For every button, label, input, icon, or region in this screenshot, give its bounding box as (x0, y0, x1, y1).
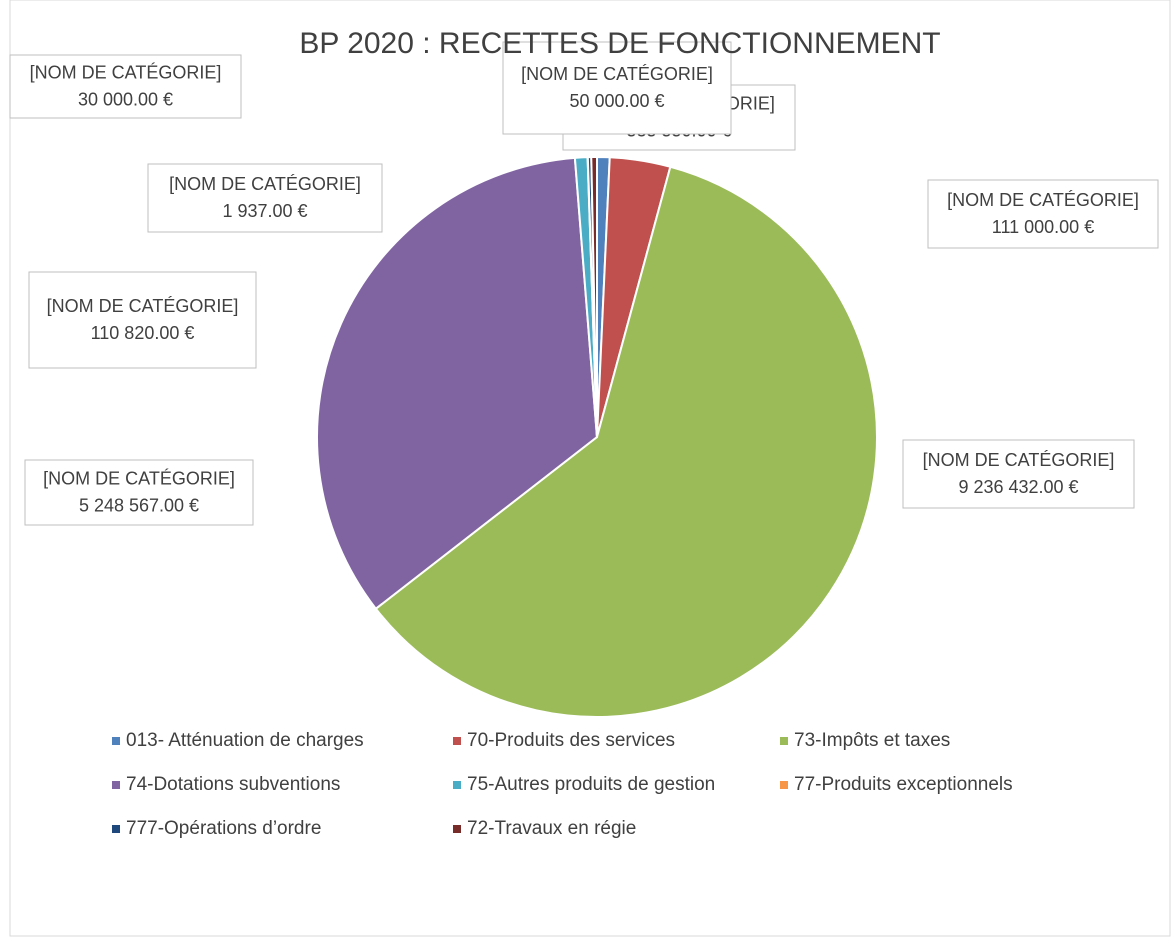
legend-label: 777-Opérations d’ordre (126, 818, 321, 839)
legend-swatch (780, 781, 788, 789)
data-labels: [NOM DE CATÉGORIE] 111 000.00 € [NOM DE CA… (9, 41, 1159, 526)
legend: 013- Atténuation de charges 70-Produits d… (112, 730, 1013, 839)
legend-swatch (453, 781, 461, 789)
legend-swatch (453, 825, 461, 833)
data-label-box (902, 439, 1135, 509)
data-label-box (502, 41, 732, 135)
legend-swatch (112, 737, 120, 745)
data-label-value: 111 000.00 € (992, 217, 1094, 237)
data-label-value: 5 248 567.00 € (79, 495, 199, 515)
legend-label: 74-Dotations subventions (126, 774, 340, 795)
data-label-value: 30 000.00 € (78, 89, 173, 109)
legend-label: 72-Travaux en régie (467, 818, 636, 839)
legend-swatch (453, 737, 461, 745)
data-label-box (28, 271, 257, 369)
data-label-name: [NOM DE CATÉGORIE] (923, 450, 1115, 470)
data-label-value: 9 236 432.00 € (958, 477, 1078, 497)
pie (316, 155, 878, 718)
legend-label: 73-Impôts et taxes (794, 730, 950, 751)
legend-label: 75-Autres produits de gestion (467, 774, 715, 795)
data-label-name: [NOM DE CATÉGORIE] (47, 296, 239, 316)
data-label-value: 110 820.00 € (91, 323, 195, 343)
legend-label: 70-Produits des services (467, 730, 675, 751)
data-label-name: [NOM DE CATÉGORIE] (30, 62, 222, 82)
legend-swatch (112, 781, 120, 789)
data-label-name: [NOM DE CATÉGORIE] (169, 174, 361, 194)
data-label-box (147, 163, 383, 233)
data-label-box (927, 179, 1159, 249)
legend-swatch (780, 737, 788, 745)
pie-slice (374, 165, 878, 718)
data-label-box (9, 54, 242, 119)
data-label-value: 50 000.00 € (569, 91, 664, 111)
data-label-name: [NOM DE CATÉGORIE] (43, 468, 235, 488)
data-label-box (24, 459, 254, 526)
data-label-name: [NOM DE CATÉGORIE] (947, 190, 1139, 210)
pie-slice (590, 155, 598, 438)
legend-label: 77-Produits exceptionnels (794, 774, 1013, 795)
data-label-value: 1 937.00 € (222, 201, 307, 221)
legend-label: 013- Atténuation de charges (126, 730, 364, 751)
chart-title: BP 2020 : RECETTES DE FONCTIONNEMENT (299, 27, 940, 60)
data-label-name: [NOM DE CATÉGORIE] (521, 64, 713, 84)
pie-slice (316, 156, 599, 611)
legend-swatch (112, 825, 120, 833)
